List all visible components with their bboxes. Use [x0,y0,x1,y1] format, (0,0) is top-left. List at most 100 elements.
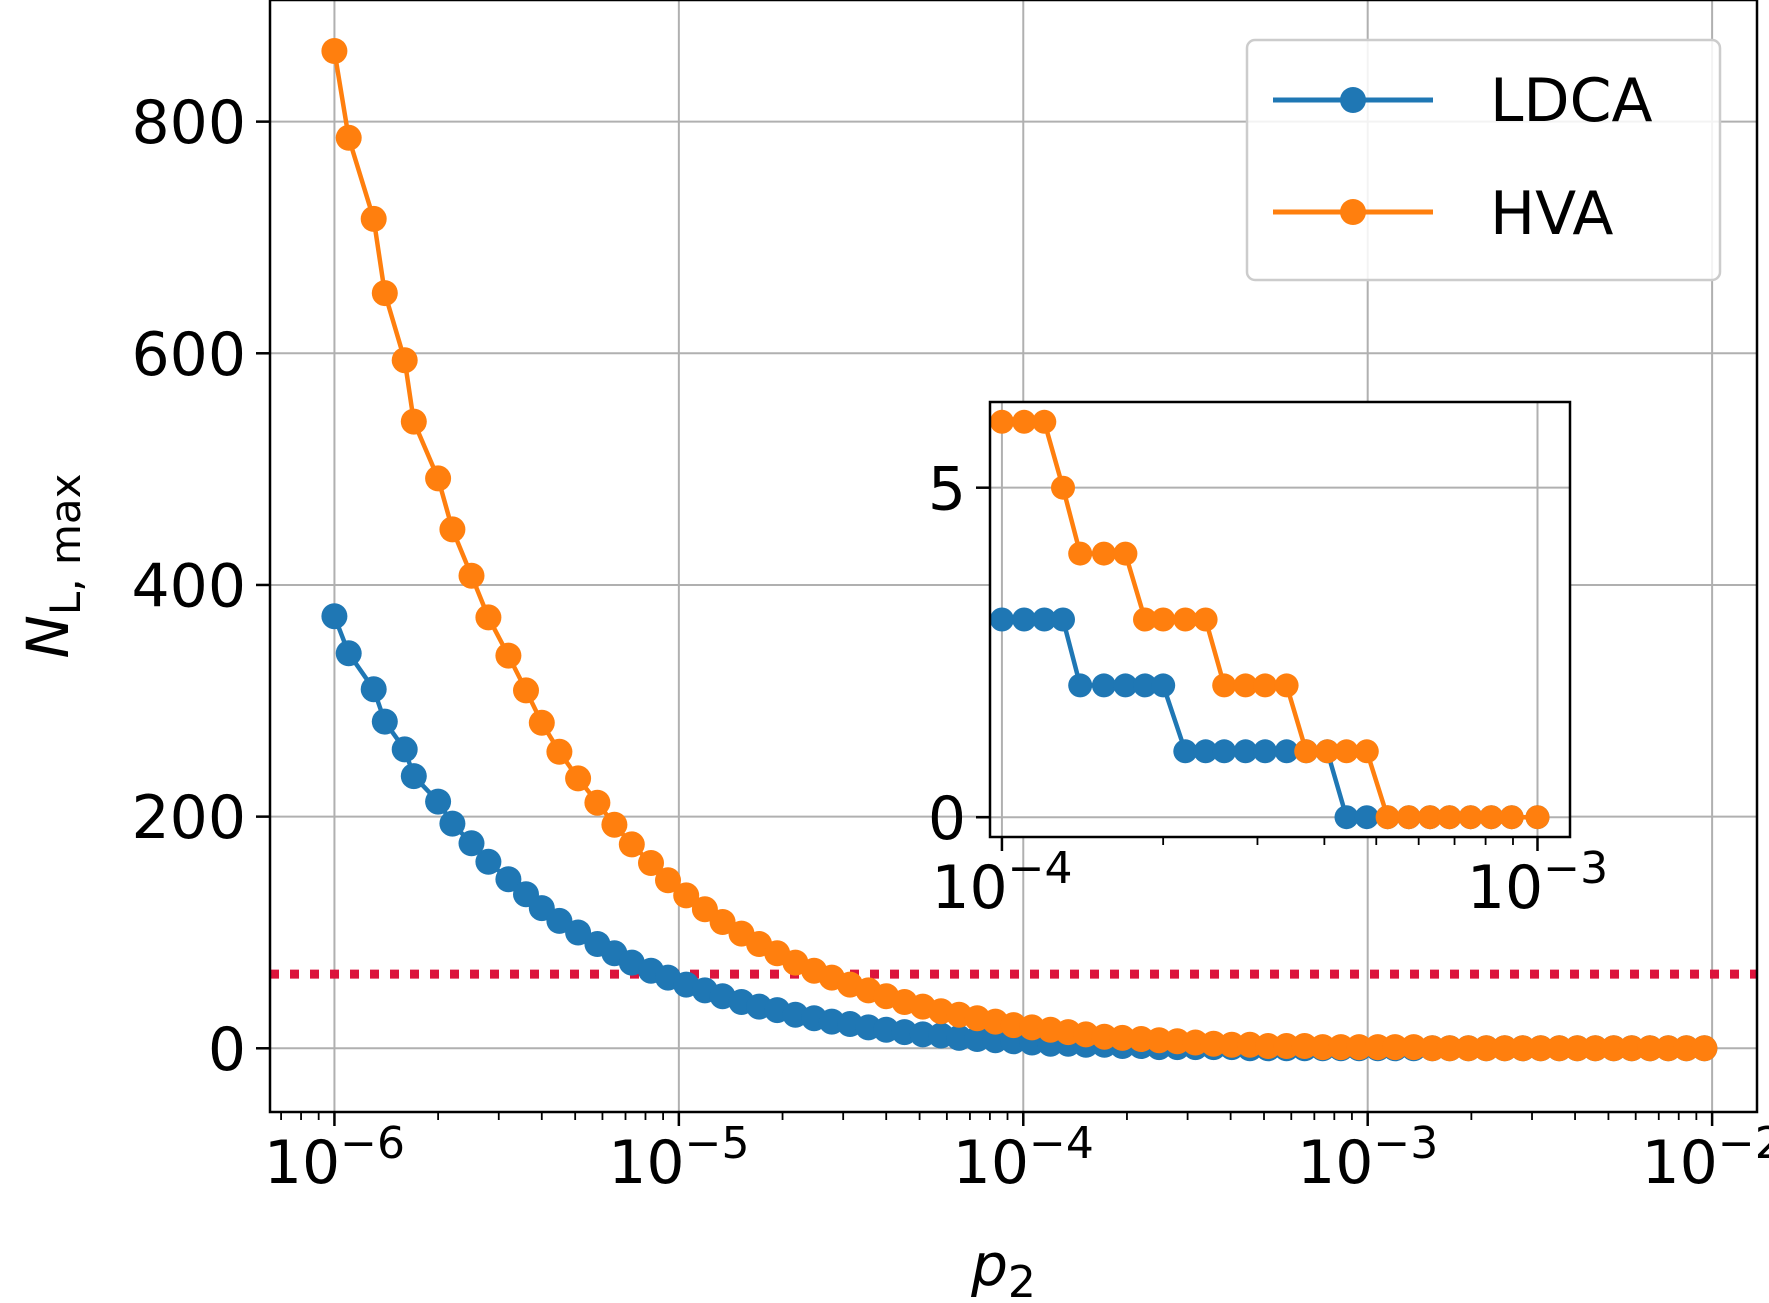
inset-data-point-ldca [1354,805,1379,830]
main-data-point-hva [528,709,555,736]
inset-data-point-hva [1253,673,1278,698]
main-data-point-hva [1618,1035,1645,1062]
inset-background [990,402,1570,837]
inset-data-point-ldca [1193,739,1218,764]
inset-data-point-ldca [1212,739,1237,764]
legend-marker-hva [1340,199,1366,225]
x-axis-label-main: p [970,1231,1008,1299]
main-data-point-hva [673,882,700,909]
inset-data-point-ldca [1334,805,1359,830]
inset-data-point-ldca [1133,673,1157,698]
main-data-point-ldca [360,676,387,703]
main-data-point-hva [1382,1034,1408,1061]
main-data-point-ldca [475,848,502,875]
main-data-point-hva [1109,1024,1136,1051]
inset-data-point-ldca [1091,673,1116,698]
main-data-point-hva [1637,1035,1663,1062]
main-data-point-ldca [458,830,485,857]
inset-data-point-ldca [1032,607,1057,632]
inset-data-point-ldca [1012,607,1037,632]
main-data-point-hva [321,38,348,64]
x-axis-label-sub: 2 [1008,1257,1036,1299]
main-data-point-hva [1582,1035,1609,1062]
inset-data-point-hva [1418,805,1442,830]
legend: LDCA HVA [1245,38,1722,282]
main-data-point-hva [371,280,398,307]
main-series-hva [321,38,1718,1062]
main-data-point-hva [1473,1035,1500,1062]
y-axis-label-sub: L, max [41,474,90,616]
main-data-point-hva [1327,1034,1354,1061]
inset-data-point-hva [1193,607,1218,632]
main-data-point-hva [458,562,485,589]
inset-data-point-hva [1479,805,1504,830]
inset-x-tick-label: 10−4 [931,843,1072,923]
main-data-point-hva [335,124,362,151]
inset-data-point-hva [1315,739,1340,764]
main-y-tick-label: 200 [131,783,246,853]
main-data-point-hva [1600,1035,1627,1062]
legend-label-hva: HVA [1490,179,1613,249]
main-data-point-ldca [495,866,522,893]
inset-data-point-ldca [1151,673,1176,698]
main-data-point-hva [1564,1035,1591,1062]
main-data-point-ldca [425,788,452,815]
inset-data-point-hva [1051,475,1075,500]
inset-data-point-hva [1173,607,1198,632]
inset-data-point-hva [1068,541,1093,566]
main-data-point-hva [1309,1034,1336,1061]
inset-data-point-hva [1151,607,1176,632]
main-data-point-hva [1527,1035,1554,1062]
main-data-point-hva [1218,1031,1245,1058]
main-data-point-ldca [335,640,362,667]
main-data-point-hva [439,516,466,543]
inset-data-point-hva [1458,805,1483,830]
main-data-point-hva [391,347,418,374]
main-data-point-hva [565,765,592,792]
main-data-point-hva [360,205,387,232]
main-data-point-ldca [321,603,348,630]
main-data-point-hva [513,677,539,704]
inset-data-point-hva [1212,673,1237,698]
main-series-group [321,38,1718,1062]
inset-data-point-ldca [1051,607,1075,632]
inset-data-point-hva [1233,673,1258,698]
inset-x-tick-label: 10−3 [1467,843,1608,923]
main-x-tick-label: 10−6 [264,1118,405,1198]
main-data-point-hva [475,604,502,631]
main-ticks: 10−6 10−5 10−4 10−3 10−2 0 200 400 600 800 [131,88,1769,1198]
main-data-point-hva [618,831,645,858]
main-data-point-hva [638,850,664,876]
main-data-point-hva [601,811,628,838]
main-y-tick-label: 800 [131,88,246,158]
inset-data-point-hva [1437,805,1462,830]
inset-data-point-ldca [1173,739,1198,764]
inset-y-tick-label: 0 [928,784,966,854]
inset-data-point-hva [1294,739,1319,764]
inset-data-point-ldca [1113,673,1138,698]
main-data-point-ldca [400,763,427,790]
main-data-point-ldca [371,708,398,735]
inset-series-group [989,409,1550,830]
main-data-point-hva [1255,1033,1282,1059]
main-x-tick-label: 10−4 [953,1118,1094,1198]
inset-data-point-hva [1499,805,1524,830]
legend-label-ldca: LDCA [1490,66,1653,136]
main-data-point-hva [1455,1035,1482,1062]
main-x-tick-label: 10−2 [1641,1118,1769,1198]
inset-data-point-ldca [989,607,1014,632]
inset-data-point-hva [1396,805,1421,830]
main-y-tick-label: 600 [131,320,246,390]
inset-data-point-hva [1091,541,1116,566]
main-data-point-hva [1509,1035,1536,1062]
inset-data-point-ldca [1233,739,1258,764]
main-data-point-hva [655,867,681,894]
main-data-point-ldca [391,736,418,763]
main-data-point-hva [495,642,522,669]
main-data-point-hva [1691,1035,1718,1062]
inset-data-point-hva [1354,739,1379,764]
main-data-point-ldca [565,919,592,946]
main-data-point-hva [709,909,736,935]
inset-series-hva [989,409,1550,830]
